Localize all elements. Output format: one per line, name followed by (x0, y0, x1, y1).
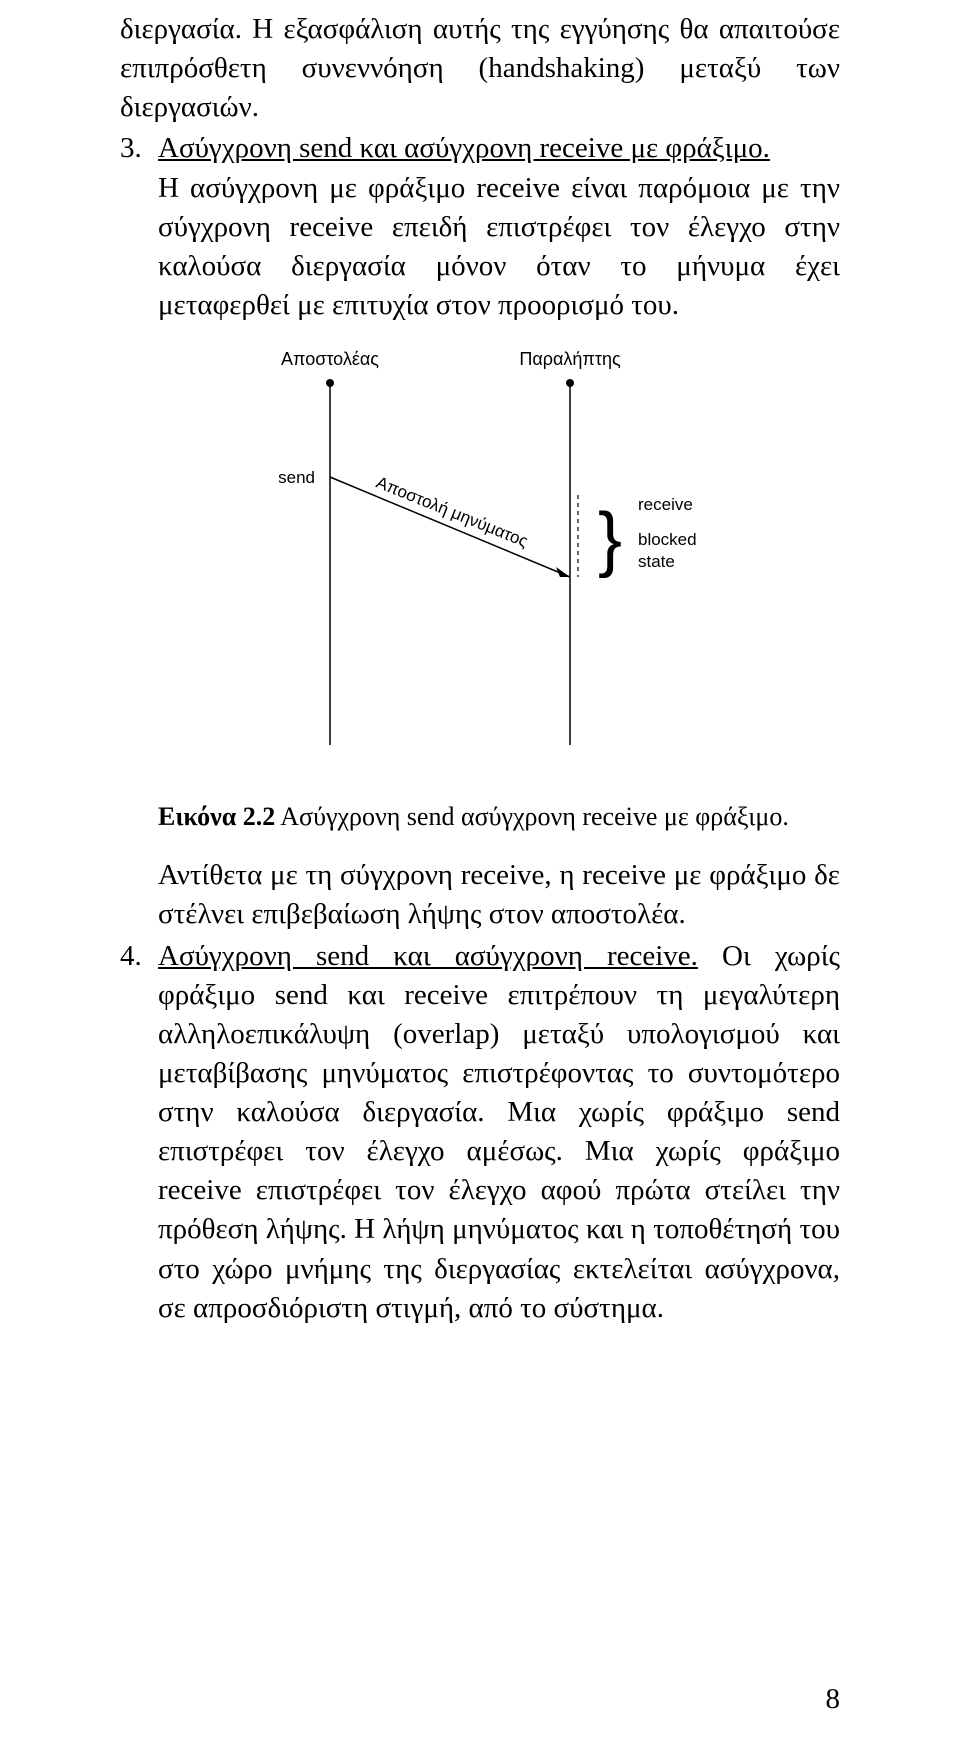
page-number: 8 (826, 1683, 841, 1716)
list-num-4: 4. (120, 937, 158, 976)
list-item-4: 4.Ασύγχρονη send και ασύγχρονη receive. … (158, 937, 840, 1328)
figure-caption: Εικόνα 2.2 Ασύγχρονη send ασύγχρονη rece… (158, 799, 840, 834)
list-item-3: 3.Ασύγχρονη send και ασύγχρονη receive μ… (158, 129, 840, 168)
sender-label: Αποστολέας (281, 349, 379, 369)
after-caption-para: Αντίθετα με τη σύγχρονη receive, η recei… (158, 856, 840, 934)
item4-title: Ασύγχρονη send και ασύγχρονη receive. (158, 940, 698, 972)
leading-paragraph: διεργασία. Η εξασφάλιση αυτής της εγγύησ… (120, 10, 840, 127)
item3-body: Η ασύγχρονη με φράξιμο receive είναι παρ… (158, 169, 840, 326)
message-label: Αποστολή μηνύματος (373, 473, 530, 551)
blocked-label-2: state (638, 552, 675, 571)
item3-title: Ασύγχρονη send και ασύγχρονη receive με … (158, 132, 770, 164)
receive-label: receive (638, 495, 693, 514)
item4-body: Οι χωρίς φράξιμο send και receive επιτρέ… (158, 940, 840, 1324)
brace-icon: } (598, 499, 622, 579)
receiver-label: Παραλήπτης (519, 349, 621, 369)
sequence-diagram: Αποστολέας Παραλήπτης send Αποστολή μηνύ… (120, 345, 840, 765)
message-line (330, 477, 570, 577)
send-label: send (278, 468, 315, 487)
blocked-label-1: blocked (638, 530, 697, 549)
caption-rest: Ασύγχρονη send ασύγχρονη receive με φράξ… (275, 802, 789, 831)
diagram-svg: Αποστολέας Παραλήπτης send Αποστολή μηνύ… (200, 345, 760, 765)
list-num-3: 3. (120, 129, 158, 168)
caption-bold: Εικόνα 2.2 (158, 802, 275, 831)
